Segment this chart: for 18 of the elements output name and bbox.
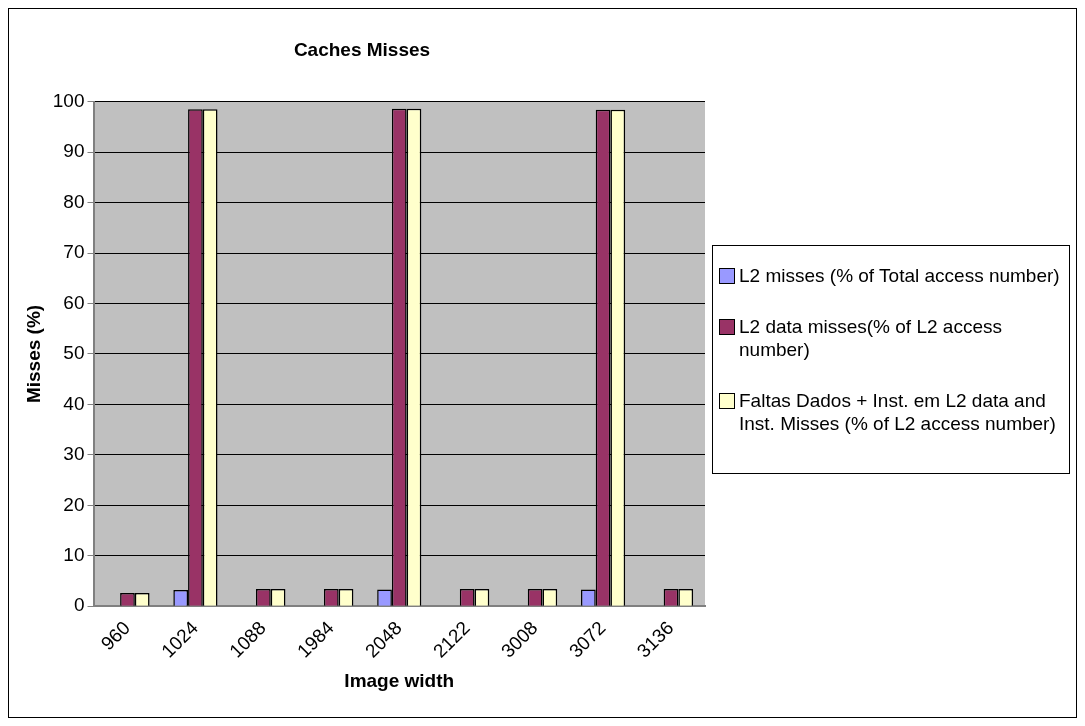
y-tick-label: 10	[63, 543, 85, 565]
y-tick-label: 70	[63, 241, 85, 263]
y-tick-label: 90	[63, 140, 85, 162]
y-tick-label: 30	[63, 443, 85, 465]
y-tick-label: 80	[63, 190, 85, 212]
y-tick-label: 40	[63, 392, 85, 414]
y-tick-label: 100	[52, 90, 85, 112]
y-tick-label: 0	[73, 594, 85, 616]
y-tick-label: 60	[63, 291, 85, 313]
y-axis-title: Misses (%)	[22, 304, 44, 404]
chart-title: Caches Misses	[293, 38, 431, 60]
x-axis-title: Image width	[344, 669, 455, 691]
y-tick-label: 50	[63, 342, 85, 364]
legend-label: L2 data misses(% of L2 access number)	[739, 315, 1003, 361]
x-tick-label: 960	[96, 616, 134, 655]
legend-label: L2 misses (% of Total access number)	[739, 264, 1060, 287]
y-tick-label: 20	[63, 493, 85, 515]
legend-label: Faltas Dados + Inst. em L2 data and Inst. Misses (% of L2 access number)	[739, 389, 1057, 435]
